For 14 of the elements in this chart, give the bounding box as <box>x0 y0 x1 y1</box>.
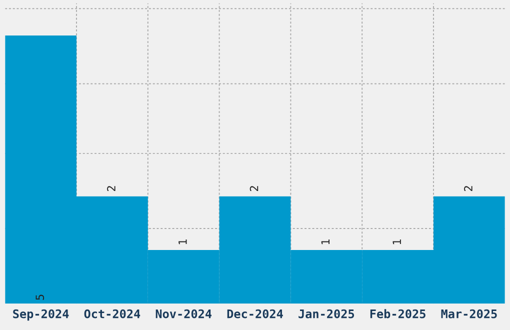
data-label: 2 <box>107 186 116 192</box>
x-tick-label: Oct-2024 <box>84 309 140 318</box>
data-label: 5 <box>36 294 44 300</box>
x-tick-label: Dec-2024 <box>227 309 283 318</box>
data-label: 1 <box>321 240 330 244</box>
x-tick-label: Nov-2024 <box>156 309 212 318</box>
data-label: 1 <box>178 240 187 244</box>
data-label: 1 <box>392 240 401 244</box>
data-label: 2 <box>464 186 472 192</box>
x-tick-label: Jan-2025 <box>298 309 354 318</box>
data-label: 2 <box>250 186 258 192</box>
x-tick-label: Sep-2024 <box>13 309 69 321</box>
x-tick-label: Mar-2025 <box>441 309 497 318</box>
x-tick-label: Feb-2025 <box>370 309 426 318</box>
